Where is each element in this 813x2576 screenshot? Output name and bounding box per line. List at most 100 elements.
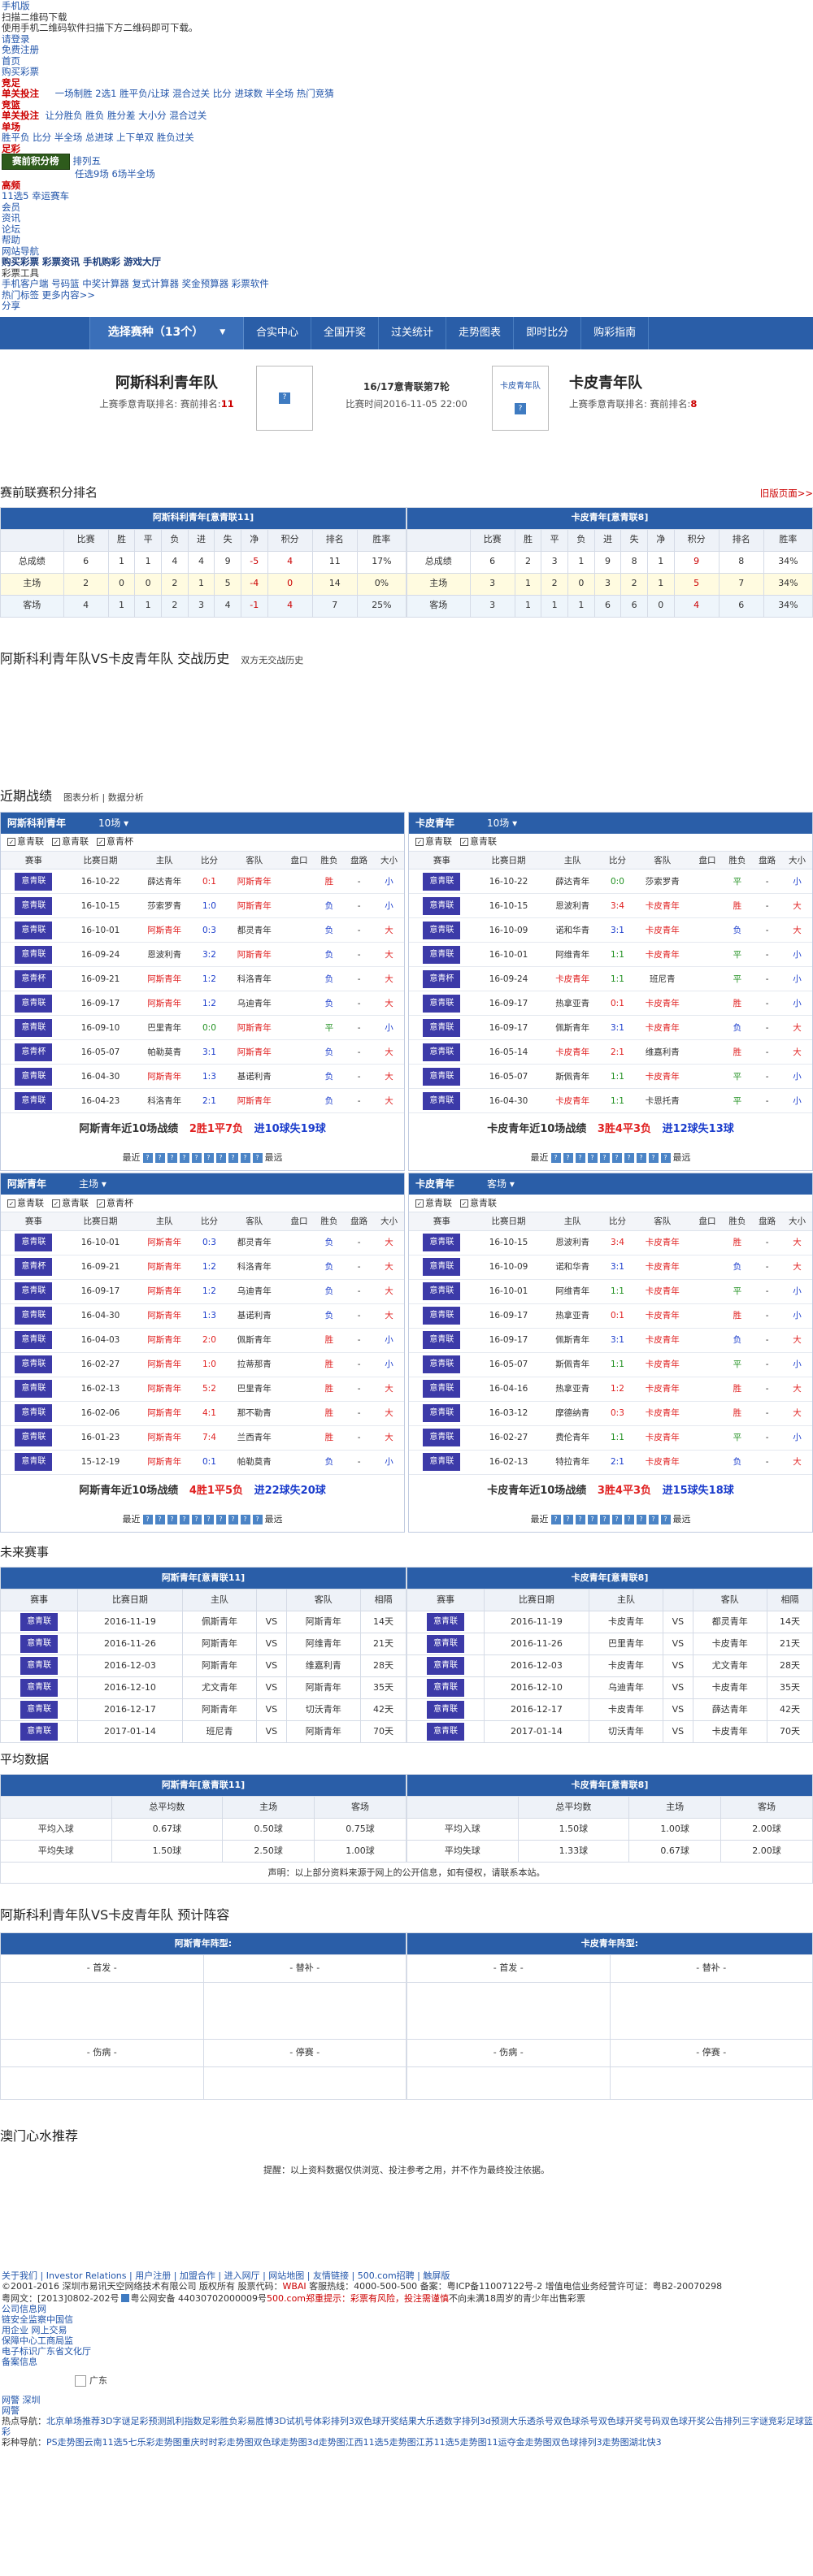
table-row[interactable]: 意青联 16-04-30 阿斯青年 1:3 基诺利青负 - 大 [1, 1064, 404, 1090]
table-row[interactable]: 意青联 16-09-17 阿斯青年 1:2 乌迪青年负 - 大 [1, 1279, 404, 1304]
league-badge[interactable]: 意青联 [423, 1404, 461, 1423]
table-row[interactable]: 意青联 16-04-30 阿斯青年 1:3 基诺利青负 - 大 [1, 1303, 404, 1329]
zucai-links[interactable]: 任选9场 6场半全场 [75, 168, 155, 180]
table-row[interactable]: 意青联 2016-11-26 阿斯青年 VS 阿维青年 21天 [0, 1633, 407, 1656]
league-badge[interactable]: 意青联 [423, 1429, 461, 1447]
bold-nav-line[interactable]: 购买彩票 彩票资讯 手机购彩 游戏大厅 [2, 256, 162, 267]
range-step-icon[interactable]: ? [550, 1514, 561, 1524]
nav-item[interactable]: 过关统计 [379, 316, 447, 349]
league-badge[interactable]: 意青联 [15, 1091, 53, 1110]
league-badge[interactable]: 意青联 [15, 1067, 53, 1086]
range-step-icon[interactable]: ? [252, 1514, 263, 1524]
table-row[interactable]: 意青联 16-10-09 诺和华青 3:1 卡皮青年负 - 大 [409, 917, 812, 943]
table-row[interactable]: 意青联 16-09-17 佩斯青年 3:1 卡皮青年负 - 大 [409, 1328, 812, 1353]
league-badge[interactable]: 意青联 [15, 1404, 53, 1423]
news-link[interactable]: 资讯 [2, 212, 20, 223]
table-row[interactable]: 意青联 16-02-06 阿斯青年 4:1 那不勒青胜 - 大 [1, 1401, 404, 1426]
share-link[interactable]: 分享 [2, 300, 20, 311]
range-step-icon[interactable]: ? [142, 1153, 153, 1164]
league-checkbox[interactable]: ✓ 意青联 [52, 1197, 89, 1208]
table-row[interactable]: 意青联 2016-12-17 卡皮青年 VS 薛达青年 42天 [406, 1698, 813, 1722]
home-team-name[interactable]: 阿斯科利青年队 [115, 374, 218, 392]
pailie5-link[interactable]: 排列五 [72, 155, 102, 167]
range-step-icon[interactable]: ? [215, 1153, 226, 1164]
league-badge[interactable]: 意青联 [15, 994, 53, 1013]
range-step-icon[interactable]: ? [648, 1153, 659, 1164]
table-row[interactable]: 意青联 2017-01-14 切沃青年 VS 卡皮青年 70天 [406, 1720, 813, 1744]
footer-item[interactable]: 用企业 网上交易 [2, 2324, 67, 2335]
range-step-icon[interactable]: ? [191, 1514, 202, 1524]
league-badge[interactable]: 意青联 [423, 1307, 461, 1325]
sport-select[interactable]: 选择赛种（13个） ▼ [89, 316, 244, 349]
range-step-icon[interactable]: ? [599, 1153, 610, 1164]
league-badge[interactable]: 意青联 [423, 1043, 461, 1061]
range-step-icon[interactable]: ? [587, 1153, 598, 1164]
register-link[interactable]: 免费注册 [2, 44, 39, 55]
range-step-icon[interactable]: ? [252, 1153, 263, 1164]
range-step-icon[interactable]: ? [587, 1514, 598, 1524]
range-step-icon[interactable]: ? [215, 1514, 226, 1524]
league-badge[interactable]: 意青联 [423, 921, 461, 939]
league-badge[interactable]: 意青联 [15, 1018, 53, 1037]
range-step-icon[interactable]: ? [624, 1153, 634, 1164]
tools-links[interactable]: 手机客户端 号码篮 中奖计算器 复式计算器 奖金预算器 彩票软件 [2, 278, 269, 289]
table-row[interactable]: 意青联 16-05-07 斯佩青年 1:1 卡皮青年平 - 小 [409, 1064, 812, 1090]
league-badge[interactable]: 意青联 [20, 1679, 59, 1698]
site-nav-link[interactable]: 网站导航 [2, 245, 39, 257]
table-row[interactable]: 意青联 16-10-01 阿斯青年 0:3 都灵青年负 - 大 [1, 1230, 404, 1255]
panel-select[interactable]: 主场 ▾ [79, 1178, 107, 1190]
range-step-icon[interactable]: ? [575, 1153, 585, 1164]
league-badge[interactable]: 意青联 [15, 945, 53, 964]
league-badge[interactable]: 意青联 [427, 1635, 465, 1654]
table-row[interactable]: 意青联 16-02-27 费伦青年 1:1 卡皮青年平 - 小 [409, 1425, 812, 1451]
table-row[interactable]: 意青联 16-09-17 热拿亚青 0:1 卡皮青年胜 - 小 [409, 991, 812, 1017]
league-badge[interactable]: 意青联 [15, 1331, 53, 1350]
table-row[interactable]: 意青联 16-10-09 诺和华青 3:1 卡皮青年负 - 大 [409, 1255, 812, 1280]
league-badge[interactable]: 意青联 [20, 1635, 59, 1654]
top-line[interactable]: 手机版 [2, 0, 30, 11]
single2-links[interactable]: 让分胜负 胜负 胜分差 大小分 混合过关 [45, 110, 207, 121]
help-link[interactable]: 帮助 [2, 234, 20, 245]
league-badge[interactable]: 意青杯 [15, 1258, 53, 1277]
table-row[interactable]: 意青杯 16-09-21 阿斯青年 1:2 科洛青年负 - 大 [1, 966, 404, 992]
league-badge[interactable]: 意青联 [423, 1453, 461, 1472]
table-row[interactable]: 意青联 2017-01-14 班尼青 VS 阿斯青年 70天 [0, 1720, 407, 1744]
nav-item[interactable]: 购彩指南 [581, 316, 650, 349]
league-badge[interactable]: 意青联 [423, 1282, 461, 1301]
buy-lottery-link[interactable]: 购买彩票 [2, 66, 39, 77]
league-badge[interactable]: 意青联 [423, 1331, 461, 1350]
league-badge[interactable]: 意青联 [423, 1355, 461, 1374]
league-badge[interactable]: 意青联 [423, 1234, 461, 1252]
table-row[interactable]: 意青联 16-10-15 恩波利青 3:4 卡皮青年胜 - 大 [409, 1230, 812, 1255]
range-step-icon[interactable]: ? [203, 1514, 214, 1524]
home-team-logo[interactable]: ? [256, 365, 313, 431]
league-badge[interactable]: 意青联 [423, 1018, 461, 1037]
nav-item[interactable]: 即时比分 [514, 316, 582, 349]
league-checkbox[interactable]: ✓ 意青杯 [97, 836, 133, 848]
range-step-icon[interactable]: ? [611, 1514, 622, 1524]
league-badge[interactable]: 意青联 [427, 1679, 465, 1698]
range-step-icon[interactable]: ? [563, 1514, 573, 1524]
panel-select[interactable]: 10场 ▾ [98, 817, 129, 829]
league-badge[interactable]: 意青联 [423, 872, 461, 891]
table-row[interactable]: 意青联 16-10-22 薛达青年 0:0 莎索罗青平 - 小 [409, 869, 812, 895]
range-step-icon[interactable]: ? [228, 1153, 238, 1164]
range-step-icon[interactable]: ? [240, 1153, 250, 1164]
table-row[interactable]: 意青杯 16-05-07 帕勒莫青 3:1 阿斯青年负 - 大 [1, 1039, 404, 1065]
league-checkbox[interactable]: ✓ 意青联 [460, 836, 497, 848]
league-badge[interactable]: 意青杯 [423, 969, 461, 988]
home-link[interactable]: 首页 [2, 54, 20, 67]
league-badge[interactable]: 意青联 [15, 896, 53, 915]
range-step-icon[interactable]: ? [179, 1514, 189, 1524]
recent-tabs[interactable]: 图表分析 | 数据分析 [63, 792, 144, 804]
league-badge[interactable]: 意青联 [427, 1657, 465, 1676]
table-row[interactable]: 意青杯 16-09-24 卡皮青年 1:1 班尼青平 - 小 [409, 966, 812, 992]
footer-item[interactable]: 备案信息 [2, 2356, 37, 2367]
range-step-icon[interactable]: ? [636, 1153, 646, 1164]
away-team-logo[interactable]: 卡皮青年队? [492, 365, 549, 431]
table-row[interactable]: 意青联 2016-12-03 卡皮青年 VS 尤文青年 28天 [406, 1654, 813, 1678]
league-checkbox[interactable]: ✓ 意青联 [52, 836, 89, 848]
league-badge[interactable]: 意青联 [423, 1091, 461, 1110]
table-row[interactable]: 意青联 16-04-30 卡皮青年 1:1 卡恩托青平 - 小 [409, 1088, 812, 1114]
table-row[interactable]: 意青联 16-10-22 薛达青年 0:1 阿斯青年胜 - 小 [1, 869, 404, 895]
